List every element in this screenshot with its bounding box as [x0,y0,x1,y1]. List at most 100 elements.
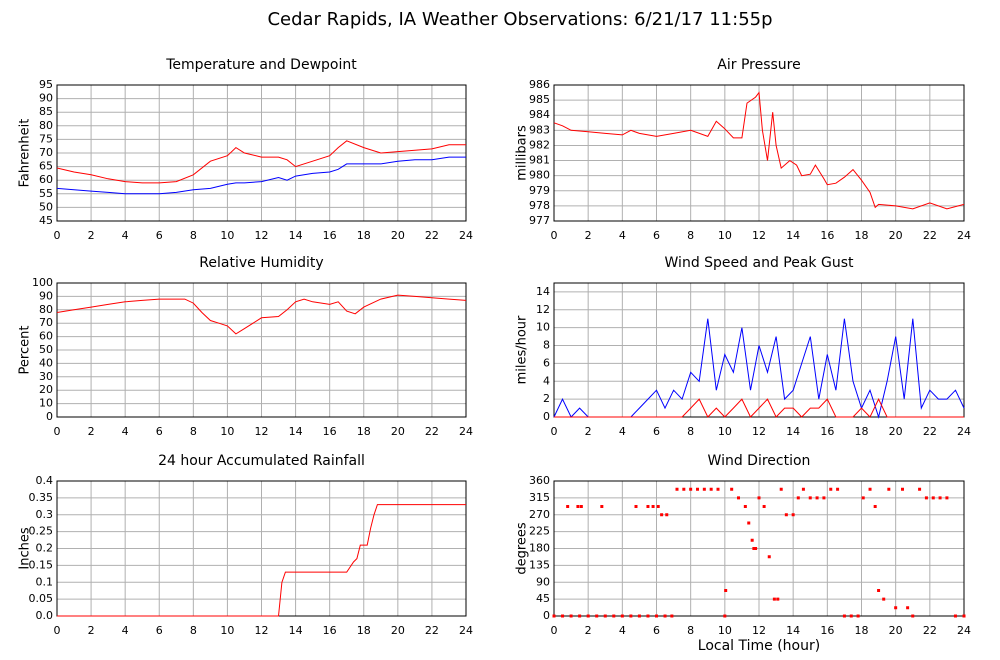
data-point [924,496,928,500]
y-axis-label: Inches [18,527,33,569]
data-point [752,547,756,550]
y-tick-label: 30 [39,370,53,383]
y-tick-label: 50 [39,200,53,213]
y-tick-label: 0.3 [36,508,54,521]
data-point [561,614,565,618]
data-point [612,614,616,618]
x-tick-label: 8 [190,425,197,438]
x-tick-label: 12 [255,229,269,242]
plot-frame [553,84,965,222]
y-tick-label: 60 [39,330,53,343]
x-tick-label: 2 [88,425,95,438]
panel-title: Wind Direction [708,453,811,469]
x-tick-label: 8 [190,624,197,637]
x-tick-label: 10 [220,425,234,438]
data-point [767,555,771,559]
x-tick-label: 8 [687,229,694,242]
x-tick-label: 14 [786,229,800,242]
data-point [836,487,840,491]
y-tick-label: 977 [529,214,550,227]
data-point [646,614,650,618]
x-axis-label: Local Time (hour) [698,638,820,654]
y-tick-label: 14 [536,285,550,298]
x-tick-label: 0 [54,425,61,438]
x-tick-label: 24 [957,624,971,637]
x-tick-label: 24 [957,425,971,438]
data-point [808,496,812,500]
y-tick-label: 225 [529,525,550,538]
data-point [791,513,795,517]
data-point [603,614,607,618]
data-point [887,487,891,491]
data-point [962,614,966,618]
data-point [730,487,734,491]
x-tick-label: 4 [619,229,626,242]
data-point [600,505,604,508]
data-point [743,505,747,508]
data-point [637,614,641,618]
x-tick-label: 0 [551,425,558,438]
page-title: Cedar Rapids, IA Weather Observations: 6… [267,9,772,30]
y-tick-label: 8 [543,339,550,352]
y-tick-label: 0.25 [29,525,54,538]
x-tick-label: 18 [357,624,371,637]
y-tick-label: 0.0 [36,609,54,622]
y-tick-label: 0.35 [29,491,54,504]
data-point [796,496,800,500]
x-tick-label: 8 [687,624,694,637]
y-tick-label: 90 [39,289,53,302]
x-tick-label: 22 [425,229,439,242]
x-tick-label: 12 [752,229,766,242]
x-tick-label: 4 [122,229,129,242]
x-tick-label: 6 [156,425,163,438]
data-point [656,505,660,508]
data-point [747,521,751,525]
x-tick-label: 24 [957,229,971,242]
x-tick-label: 12 [752,425,766,438]
y-tick-label: 985 [529,93,550,106]
x-tick-label: 18 [855,229,869,242]
y-tick-label: 981 [529,154,550,167]
x-tick-label: 14 [786,425,800,438]
x-tick-label: 16 [323,229,337,242]
x-tick-label: 8 [190,229,197,242]
x-tick-label: 0 [551,229,558,242]
y-tick-label: 984 [529,108,550,121]
x-tick-label: 0 [54,624,61,637]
y-axis-label: millibars [515,125,530,181]
x-tick-label: 4 [619,425,626,438]
y-tick-label: 980 [529,169,550,182]
data-line [56,294,467,335]
data-point [856,614,860,618]
x-tick-label: 10 [220,229,234,242]
data-point [629,614,633,618]
panel-title: Wind Speed and Peak Gust [665,255,854,271]
data-point [716,487,720,491]
data-point [776,597,780,601]
data-point [675,487,679,491]
y-tick-label: 65 [39,160,53,173]
x-tick-label: 20 [391,229,405,242]
y-tick-label: 0 [46,410,53,423]
x-tick-label: 14 [289,425,303,438]
data-point [724,589,728,592]
data-point [578,614,582,618]
x-tick-label: 18 [855,624,869,637]
data-point [663,614,667,618]
x-tick-label: 0 [54,229,61,242]
data-point [651,505,655,508]
data-line [553,91,965,210]
y-tick-label: 135 [529,558,550,571]
data-line [554,397,964,418]
data-line [56,156,466,195]
y-tick-label: 95 [39,78,53,91]
y-tick-label: 50 [39,343,53,356]
x-tick-label: 10 [220,624,234,637]
x-tick-label: 6 [156,229,163,242]
x-tick-label: 6 [653,229,660,242]
y-tick-label: 986 [529,78,550,91]
y-tick-label: 40 [39,356,53,369]
y-tick-label: 983 [529,123,550,136]
data-point [665,513,669,517]
